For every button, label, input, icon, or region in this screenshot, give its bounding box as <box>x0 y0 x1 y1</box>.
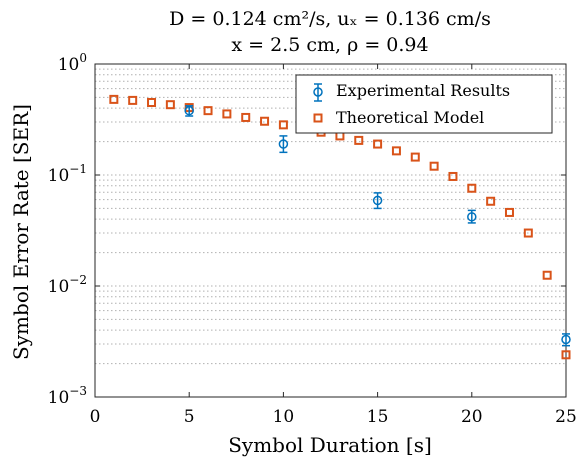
legend-label-experimental: Experimental Results <box>336 81 510 100</box>
theoretical-point <box>128 95 138 105</box>
y-tick-label: 10−1 <box>48 162 87 186</box>
y-tick-label: 10−2 <box>48 273 87 297</box>
axes: 0 5 10 15 20 25 10−3 10−2 10−1 100 <box>48 51 577 427</box>
theoretical-point <box>410 152 420 162</box>
chart-title-line-2: x = 2.5 cm, ρ = 0.94 <box>231 34 428 56</box>
theoretical-point <box>241 112 251 122</box>
theoretical-point <box>203 106 213 116</box>
x-axis-label: Symbol Duration [s] <box>228 433 432 457</box>
experimental-point <box>467 209 477 224</box>
legend-marker-experimental <box>313 83 323 102</box>
legend: Experimental Results Theoretical Model <box>295 74 553 134</box>
experimental-point <box>278 135 289 154</box>
theoretical-point <box>448 171 458 181</box>
y-tick-label: 10−3 <box>48 384 87 408</box>
experimental-point <box>561 333 571 347</box>
chart-title-line-1: D = 0.124 cm²/s, uₓ = 0.136 cm/s <box>169 8 491 30</box>
theoretical-point <box>391 146 401 156</box>
theoretical-point <box>109 94 119 104</box>
theoretical-point <box>147 97 157 107</box>
experimental-marker <box>561 334 571 345</box>
data-marks <box>109 94 571 360</box>
x-tick-label: 5 <box>184 407 195 427</box>
y-tick-label: 100 <box>58 51 87 75</box>
legend-box <box>295 74 553 134</box>
x-tick-label: 0 <box>90 407 101 427</box>
theoretical-point <box>165 100 175 110</box>
experimental-point <box>184 105 194 117</box>
theoretical-point <box>354 135 364 145</box>
x-tick-label: 10 <box>273 407 295 427</box>
x-tick-label: 15 <box>367 407 389 427</box>
experimental-marker <box>372 195 383 206</box>
theoretical-point <box>523 228 533 238</box>
experimental-marker <box>278 139 289 149</box>
theoretical-point <box>561 350 571 360</box>
y-axis-label: Symbol Error Rate [SER] <box>9 104 33 360</box>
theoretical-point <box>222 109 232 119</box>
legend-square-marker <box>313 113 323 123</box>
theoretical-point <box>260 116 270 126</box>
legend-marker-theoretical <box>313 113 323 123</box>
experimental-point <box>372 192 383 210</box>
theoretical-point <box>278 120 288 130</box>
theoretical-point <box>504 207 514 217</box>
theoretical-point <box>429 161 439 171</box>
theoretical-point <box>373 139 383 149</box>
theoretical-point <box>486 196 496 206</box>
experimental-marker <box>467 212 477 222</box>
experimental-marker <box>184 105 194 116</box>
legend-label-theoretical: Theoretical Model <box>336 108 484 127</box>
x-tick-label: 20 <box>461 407 483 427</box>
plot-area-frame <box>94 63 567 398</box>
legend-circle-marker <box>313 87 323 97</box>
x-tick-label: 25 <box>555 407 577 427</box>
theoretical-point <box>467 183 477 193</box>
theoretical-point <box>542 270 552 280</box>
